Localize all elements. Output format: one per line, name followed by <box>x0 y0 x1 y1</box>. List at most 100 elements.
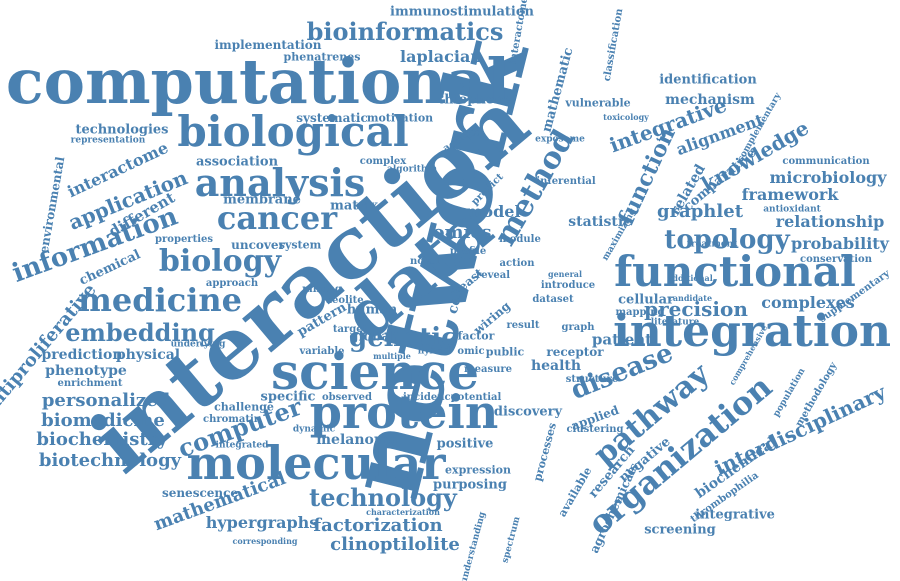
word: science <box>270 342 480 401</box>
word: integrative <box>695 507 775 523</box>
word: phenotype <box>45 363 127 379</box>
word: properties <box>155 234 213 245</box>
word: system <box>278 238 322 252</box>
word: reveal <box>475 270 511 281</box>
word: patient <box>591 330 653 349</box>
word: conservation <box>800 254 872 265</box>
word: observed <box>321 392 373 403</box>
word: communication <box>782 156 870 167</box>
word: factorization <box>313 515 443 536</box>
word: literature <box>650 317 700 328</box>
word: technologies <box>75 122 169 138</box>
word: graphlet <box>656 201 744 222</box>
word: biomedicine <box>41 410 165 431</box>
word: screening <box>644 522 716 538</box>
word: underlying <box>170 339 226 350</box>
word: structure <box>565 374 619 385</box>
word: introduce <box>540 280 596 291</box>
word: framework <box>741 185 839 204</box>
word: corresponding <box>232 536 298 546</box>
word: personalized <box>41 390 171 411</box>
word: model <box>465 202 521 221</box>
word: association <box>195 154 279 170</box>
word: medicine <box>77 281 243 319</box>
word: antioxidant <box>763 204 821 215</box>
word: toxicology <box>603 112 649 122</box>
word: result <box>506 320 540 331</box>
word: environmental <box>36 155 68 255</box>
word: genetic <box>349 323 457 353</box>
word: candidate <box>667 293 713 303</box>
word: human <box>346 302 398 318</box>
word: biochemistry <box>36 429 168 450</box>
word: biological <box>177 107 409 156</box>
word: graph <box>561 322 595 333</box>
word: biology <box>158 244 282 279</box>
word: relationship <box>775 212 885 231</box>
word: integration <box>613 306 891 357</box>
word: global <box>349 329 395 345</box>
word: omic <box>457 346 485 357</box>
word: microbiology <box>769 168 887 187</box>
word: matrix <box>330 198 378 214</box>
word: measure <box>464 364 512 375</box>
word: molecular <box>186 436 446 490</box>
word: mining <box>302 284 342 295</box>
word: biotechnology <box>38 450 182 471</box>
word: statistic <box>568 214 632 230</box>
word: immunostimulation <box>390 4 534 20</box>
word: classification <box>601 7 626 83</box>
word: spectrum <box>500 515 523 565</box>
word: purposing <box>433 477 507 493</box>
word: exposome <box>535 134 585 145</box>
word: cellular <box>618 292 674 308</box>
word: uncover <box>231 238 285 252</box>
word: algorithm <box>387 164 437 175</box>
word: treatment <box>686 239 738 250</box>
word: approach <box>205 278 259 289</box>
word: complex <box>359 156 407 167</box>
word: dynamic <box>292 424 336 435</box>
word: senescence <box>161 486 239 500</box>
word: potential <box>450 392 502 403</box>
word: target <box>332 324 368 335</box>
word: mechanism <box>665 92 755 108</box>
word: laplacian <box>400 47 482 66</box>
word: profile <box>449 246 487 257</box>
word: motivation <box>366 111 434 125</box>
word: factor <box>457 329 495 343</box>
word: incidence <box>402 392 458 403</box>
word: additional <box>667 273 713 283</box>
word: precision <box>644 297 748 321</box>
word: melanoma <box>316 432 398 448</box>
word: chromatin <box>202 414 262 425</box>
word: clustering <box>566 424 624 435</box>
word: mapping <box>615 307 665 318</box>
word: positive <box>436 436 494 452</box>
word: processes <box>530 421 560 483</box>
word: dataset <box>532 294 574 305</box>
word: functional <box>614 247 856 296</box>
word: challenge <box>214 400 274 414</box>
word: systematic <box>296 111 368 125</box>
word: expression <box>445 463 511 477</box>
word: physical <box>115 347 181 363</box>
word: discovery <box>493 404 563 420</box>
word: technology <box>309 483 457 512</box>
word: hypergraphs <box>205 513 319 532</box>
word: cancer <box>216 199 338 237</box>
word: integrated <box>215 440 269 451</box>
word: novel <box>410 256 440 267</box>
word: vulnerable <box>565 96 631 110</box>
word: variable <box>299 346 345 357</box>
word: membrane <box>223 192 301 208</box>
word: computational <box>5 45 511 118</box>
word: prediction <box>41 347 123 363</box>
word: action <box>499 258 535 269</box>
word: hybrid <box>417 346 451 357</box>
word: inferential <box>536 176 596 187</box>
word: clinoptilolite <box>330 534 460 555</box>
word: implementation <box>214 38 322 52</box>
word: module <box>499 234 541 245</box>
word: general <box>547 269 583 279</box>
